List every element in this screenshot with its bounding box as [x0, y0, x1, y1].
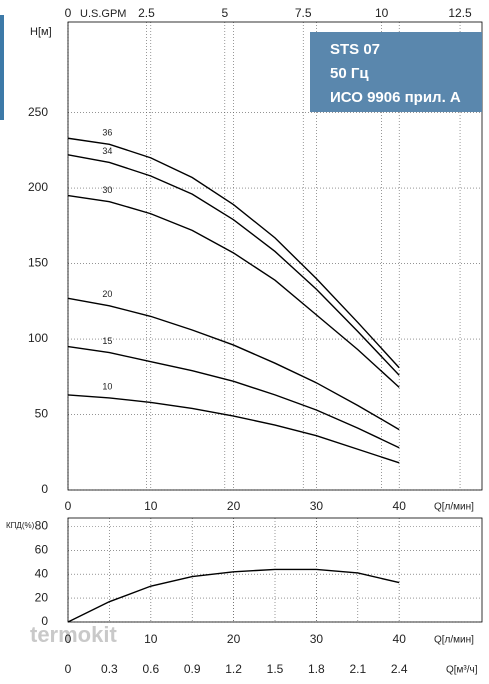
watermark: termokit — [30, 622, 117, 647]
plot-frame — [67, 517, 483, 623]
y-tick-label: 200 — [28, 180, 48, 194]
curve — [67, 394, 400, 464]
x2-axis-label: Q[м³/ч] — [446, 665, 478, 676]
info-text: 50 Гц — [330, 65, 369, 82]
info-box — [310, 32, 482, 112]
curve-label: 10 — [102, 381, 112, 391]
x-tick-label: 40 — [393, 632, 407, 646]
x-tick-label: 10 — [144, 499, 158, 513]
x2-tick-label: 2.5 — [138, 6, 155, 20]
y-axis-label: H[м] — [30, 26, 52, 38]
curve — [67, 345, 400, 449]
y-tick-label: 250 — [28, 105, 48, 119]
x-tick-label: 20 — [227, 632, 241, 646]
x-axis-label: Q[л/мин] — [434, 635, 474, 646]
x-tick-label: 30 — [310, 632, 324, 646]
x-tick-label: 30 — [310, 499, 324, 513]
x-tick-label: 20 — [227, 499, 241, 513]
curve-label: 34 — [102, 146, 112, 156]
x2-tick-label: 12.5 — [448, 6, 472, 20]
y-tick-label: 150 — [28, 256, 48, 270]
x-axis-label: Q[л/мин] — [434, 502, 474, 513]
x2-tick-label: 0.9 — [184, 662, 201, 676]
x-tick-label: 0 — [65, 632, 72, 646]
info-text: STS 07 — [330, 41, 380, 58]
x2-axis-label: U.S.GPM — [80, 8, 126, 20]
x2-tick-label: 5 — [221, 6, 228, 20]
curve — [67, 154, 400, 376]
x2-tick-label: 2.1 — [349, 662, 366, 676]
curve — [67, 297, 400, 431]
y-tick-label: 0 — [41, 482, 48, 496]
plot-frame — [67, 21, 483, 491]
y-tick-label: 80 — [35, 519, 49, 533]
x2-tick-label: 2.4 — [391, 662, 408, 676]
y-tick-label: 40 — [35, 566, 49, 580]
x2-tick-label: 0 — [65, 6, 72, 20]
y-tick-label: 100 — [28, 331, 48, 345]
curve-label: 36 — [102, 128, 112, 138]
x2-tick-label: 1.8 — [308, 662, 325, 676]
x-tick-label: 10 — [144, 632, 158, 646]
side-bar — [0, 15, 4, 120]
y-tick-label: 20 — [35, 590, 49, 604]
x2-tick-label: 0.6 — [142, 662, 159, 676]
info-text: ИСО 9906 прил. A — [330, 89, 461, 106]
y-axis-label: КПД(%) — [6, 521, 35, 530]
curve — [67, 194, 400, 388]
y-tick-label: 50 — [35, 407, 49, 421]
x-tick-label: 40 — [393, 499, 407, 513]
curve-label: 15 — [102, 336, 112, 346]
y-tick-label: 0 — [41, 614, 48, 628]
curve — [67, 137, 400, 369]
x2-tick-label: 10 — [375, 6, 389, 20]
curve-label: 20 — [102, 289, 112, 299]
x2-tick-label: 0.3 — [101, 662, 118, 676]
x-tick-label: 0 — [65, 499, 72, 513]
curve — [67, 568, 400, 623]
y-tick-label: 60 — [35, 542, 49, 556]
x2-tick-label: 0 — [65, 662, 72, 676]
x2-tick-label: 7.5 — [295, 6, 312, 20]
x2-tick-label: 1.5 — [267, 662, 284, 676]
curve-label: 30 — [102, 185, 112, 195]
x2-tick-label: 1.2 — [225, 662, 242, 676]
